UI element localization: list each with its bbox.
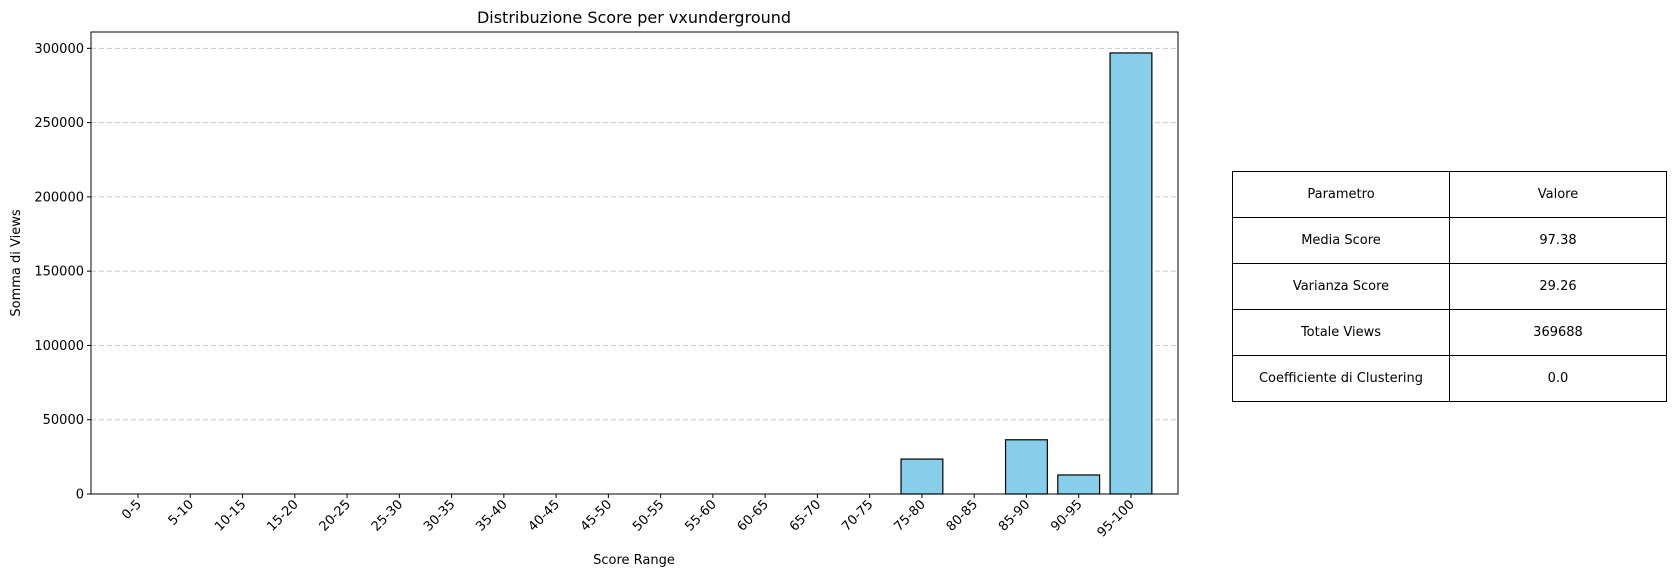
table-header-cell: Parametro	[1232, 171, 1450, 218]
table-cell: 97.38	[1449, 217, 1667, 264]
table-row: Totale Views 369688	[1232, 309, 1667, 356]
x-tick-label: 0-5	[119, 497, 145, 523]
table-row: Media Score 97.38	[1232, 217, 1667, 264]
bar	[1057, 474, 1101, 495]
y-tick-label: 300000	[34, 42, 84, 57]
x-tick-label: 50-55	[630, 497, 667, 534]
y-axis-label: Somma di Views	[9, 209, 24, 316]
x-tick-label: 75-80	[891, 497, 928, 534]
bar	[1109, 52, 1153, 495]
x-tick-label: 95-100	[1095, 497, 1138, 540]
table-row: Varianza Score 29.26	[1232, 263, 1667, 310]
table-header-cell: Valore	[1449, 171, 1667, 218]
table-cell: 369688	[1449, 309, 1667, 356]
bar	[1004, 439, 1048, 495]
y-tick-label: 150000	[34, 265, 84, 280]
y-tick-label: 250000	[34, 116, 84, 131]
x-tick-label: 15-20	[264, 497, 301, 534]
y-axis-ticks: 0 50000 100000 150000 200000 250000 300000	[34, 42, 91, 503]
x-tick-label: 25-30	[369, 497, 406, 534]
x-tick-label: 55-60	[682, 497, 719, 534]
y-tick-label: 50000	[43, 413, 84, 428]
x-tick-label: 40-45	[526, 497, 563, 534]
bars	[900, 52, 1153, 495]
x-tick-label: 85-90	[996, 497, 1033, 534]
table-cell: Media Score	[1232, 217, 1450, 264]
table-cell: Coefficiente di Clustering	[1232, 355, 1450, 402]
x-tick-label: 80-85	[944, 497, 981, 534]
table-cell: 29.26	[1449, 263, 1667, 310]
stats-table: Parametro Valore Media Score 97.38 Varia…	[1232, 171, 1667, 402]
grid-lines	[91, 47, 1178, 495]
bar	[900, 458, 944, 495]
x-axis-label: Score Range	[593, 553, 675, 568]
y-tick-label: 0	[76, 488, 84, 503]
x-tick-label: 90-95	[1048, 497, 1085, 534]
x-axis-ticks: 0-5 5-10 10-15 15-20 20-25 25-30 30-35 35-40 40-…	[119, 494, 1138, 540]
chart-title: Distribuzione Score per vxunderground	[477, 8, 791, 27]
bar-chart: 0-5 5-10 10-15 15-20 20-25 25-30 30-35 35-40 40-…	[9, 8, 1179, 568]
x-tick-label: 20-25	[317, 497, 354, 534]
y-tick-label: 100000	[34, 339, 84, 354]
x-tick-label: 5-10	[166, 497, 197, 528]
x-tick-label: 45-50	[578, 497, 615, 534]
table-header-row: Parametro Valore	[1232, 171, 1667, 218]
y-tick-label: 200000	[34, 190, 84, 205]
table-row: Coefficiente di Clustering 0.0	[1232, 355, 1667, 402]
plot-frame	[90, 31, 1179, 495]
x-tick-label: 30-35	[421, 497, 458, 534]
table-cell: Varianza Score	[1232, 263, 1450, 310]
x-tick-label: 10-15	[212, 497, 249, 534]
table-cell: Totale Views	[1232, 309, 1450, 356]
x-tick-label: 35-40	[473, 497, 510, 534]
x-tick-label: 65-70	[787, 497, 824, 534]
table-cell: 0.0	[1449, 355, 1667, 402]
x-tick-label: 60-65	[735, 497, 772, 534]
x-tick-label: 70-75	[839, 497, 876, 534]
